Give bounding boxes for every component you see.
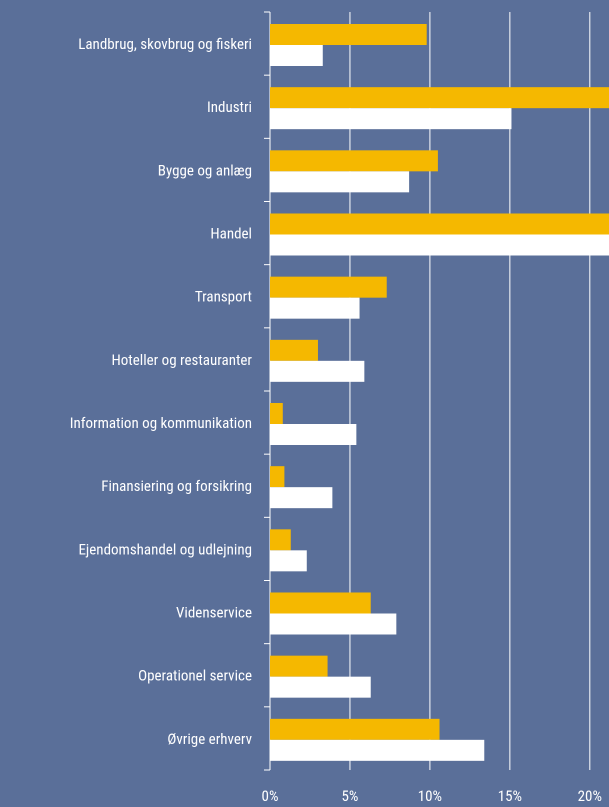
y-tick-label: Ejendomshandel og udlejning <box>78 540 252 558</box>
y-tick-label: Transport <box>195 288 252 306</box>
grid <box>264 11 591 771</box>
y-tick-label: Bygge og anlæg <box>158 161 252 179</box>
bar <box>270 87 609 109</box>
x-tick-label: 0% <box>262 787 279 805</box>
x-tick-label: 20% <box>578 787 602 805</box>
y-tick-label: Landbrug, skovbrug og fiskeri <box>78 35 252 53</box>
bar <box>270 550 307 572</box>
bar <box>270 276 387 298</box>
bar <box>270 487 333 509</box>
bar <box>270 171 410 193</box>
bar <box>270 213 609 235</box>
bar <box>270 339 318 361</box>
x-tick-label: 10% <box>418 787 442 805</box>
y-tick-label: Finansiering og forsikring <box>101 477 252 495</box>
bar <box>270 655 328 677</box>
y-tick-label: Hoteller og restauranter <box>111 351 252 369</box>
bar <box>270 739 485 761</box>
bar <box>270 234 609 256</box>
y-tick-label: Information og kommunikation <box>70 414 252 432</box>
bar <box>270 45 323 66</box>
bar <box>270 24 427 45</box>
y-tick-label: Videnservice <box>176 603 252 621</box>
bar <box>270 592 371 614</box>
y-tick-label: Industri <box>207 98 252 116</box>
bar <box>270 676 371 698</box>
x-tick-label: 15% <box>498 787 522 805</box>
bar <box>270 150 438 172</box>
bar <box>270 297 360 319</box>
bar <box>270 424 357 445</box>
y-tick-label: Handel <box>210 224 252 242</box>
bar <box>270 360 365 382</box>
bar <box>270 718 440 740</box>
bar <box>270 466 285 488</box>
y-tick-label: Øvrige erhverv <box>167 730 252 748</box>
bar <box>270 529 291 551</box>
bar <box>270 403 283 424</box>
x-tick-label: 5% <box>341 787 358 805</box>
bars <box>270 24 609 761</box>
bar <box>270 108 512 130</box>
labels: 0% 5% 10% 15% 20% Landbrug, skovbrug og fiske… <box>70 35 602 805</box>
y-tick-label: Operationel service <box>138 667 252 685</box>
bar <box>270 613 397 635</box>
